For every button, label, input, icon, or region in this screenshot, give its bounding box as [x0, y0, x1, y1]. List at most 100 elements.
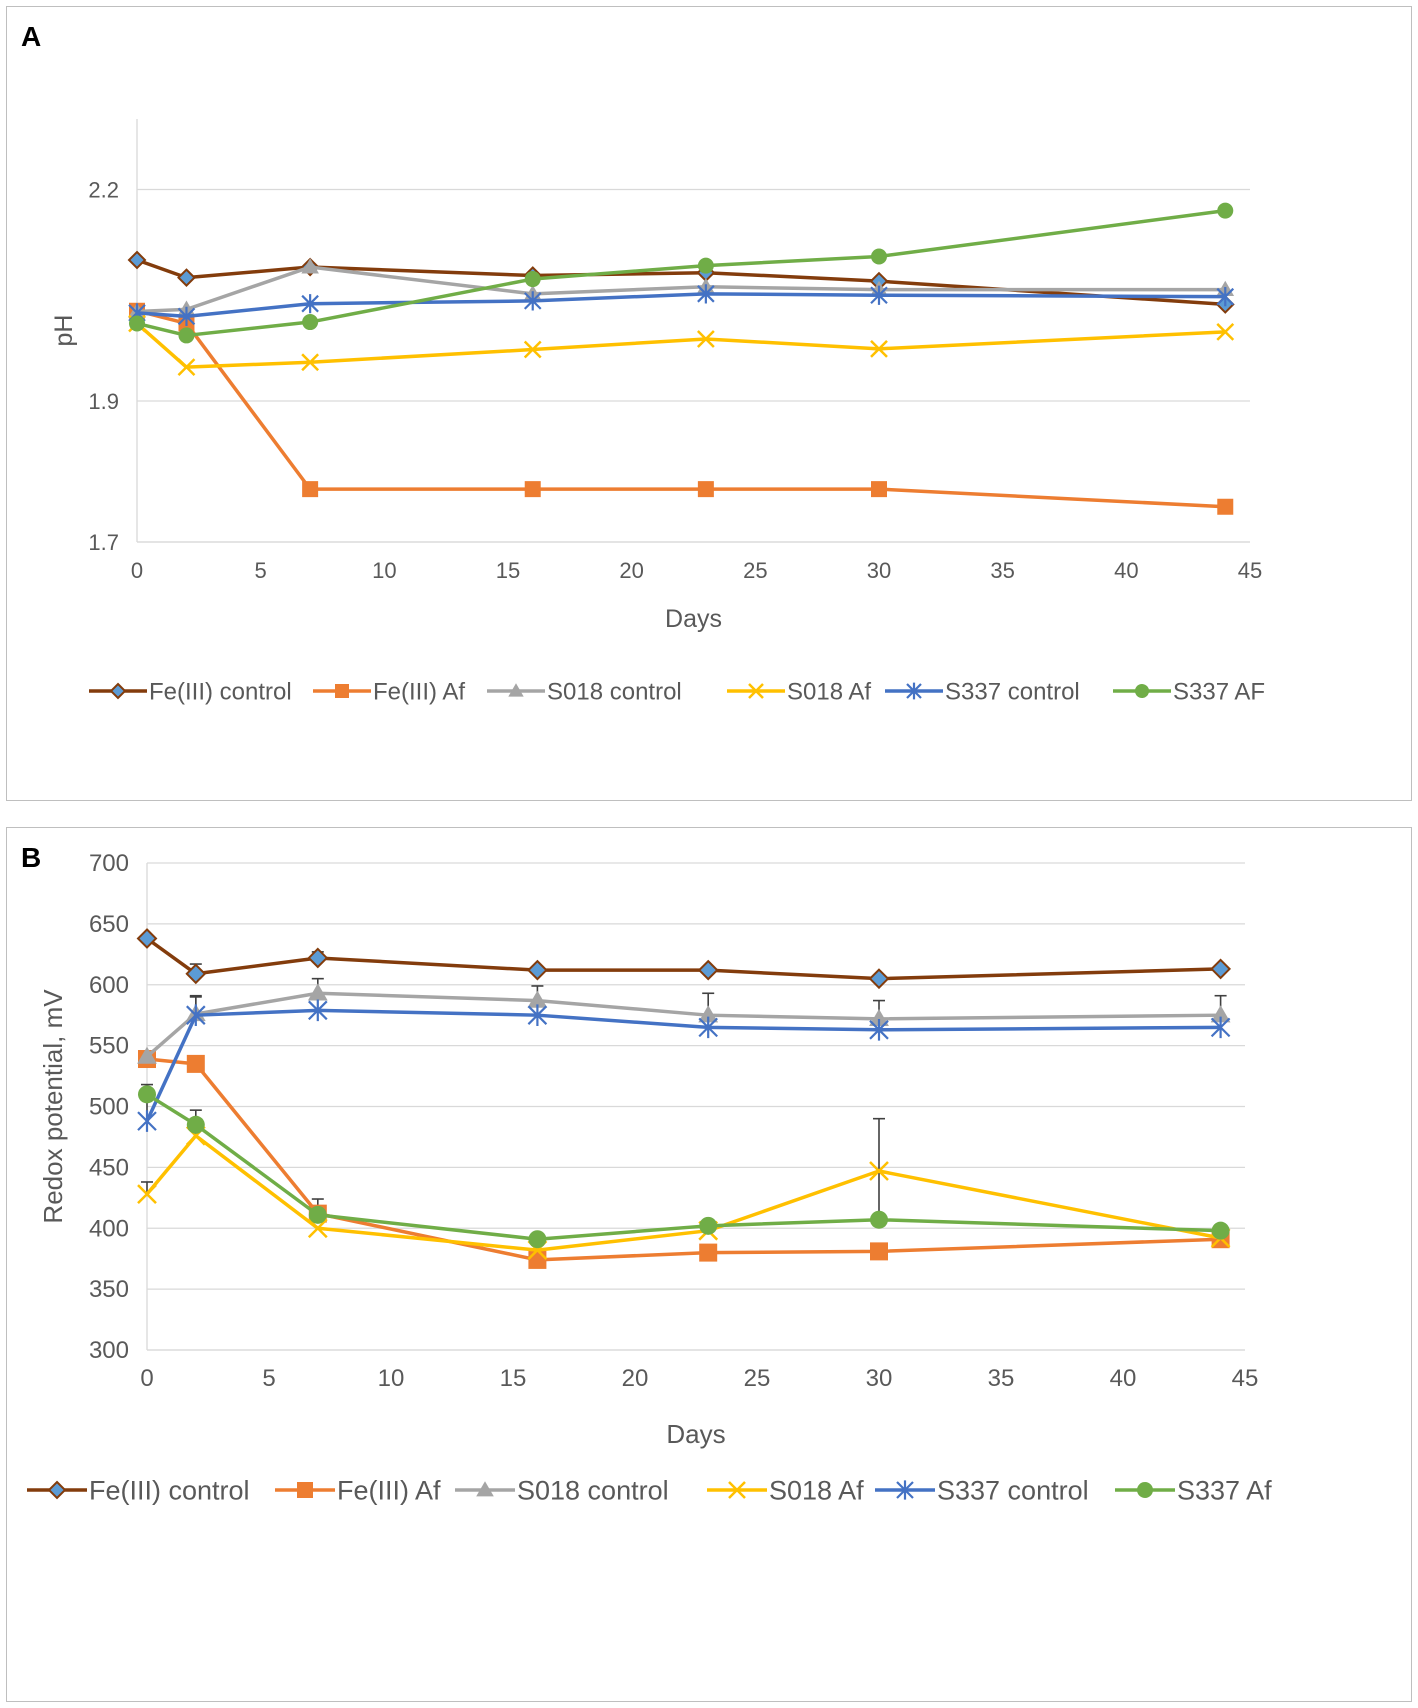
a-point-s337-control: [177, 306, 196, 326]
b-point-fe-iii-af: [528, 1250, 547, 1269]
redox-chart: 300 350 400 450 500 550 600 650 700 0 5 10 15 20 25 30 3…: [27, 850, 1272, 1505]
a-legend-marker-shape: [335, 684, 349, 698]
a-legend-entry-s018-control: S018 control: [487, 678, 682, 705]
a-legend-entry-fe-iii-af: Fe(III) Af: [313, 678, 465, 705]
b-legend-label: Fe(III) control: [89, 1475, 250, 1505]
b-legend-label: S018 Af: [769, 1475, 864, 1505]
b-xtick-label: 10: [378, 1365, 405, 1392]
b-ytick-label: 600: [89, 972, 129, 999]
a-point-fe-iii-control-shape: [177, 268, 196, 288]
a-point-s337-control-shape: [177, 306, 196, 326]
a-point-s337-control-shape: [523, 291, 542, 311]
a-series-line-s337-control: [136, 292, 1226, 319]
b-legend-label: Fe(III) Af: [337, 1475, 441, 1505]
b-point-s337-control-shape: [527, 1004, 548, 1026]
b-point-s337-af: [186, 1115, 205, 1134]
b-xtick-label: 45: [1232, 1365, 1259, 1392]
b-point-s337-control-shape: [186, 1004, 206, 1026]
b-point-fe-iii-control-shape: [697, 959, 719, 981]
a-point-s337-af: [129, 315, 145, 332]
a-point-s337-control-shape: [1216, 287, 1235, 307]
b-y-axis-title: Redox potential, mV: [38, 989, 68, 1224]
b-point-fe-iii-af-shape: [528, 1250, 547, 1269]
b-point-s337-control-shape: [1210, 1016, 1231, 1039]
b-xtick-label: 40: [1110, 1365, 1137, 1392]
panel-a: A 1.7 1.9 2.2 0 5 10 15 20 25 30 35 40 45 Days pH Fe(II…: [6, 6, 1412, 801]
b-point-s018-control-shape: [137, 1046, 157, 1064]
b-point-s018-control-shape: [307, 983, 328, 1001]
b-point-s337-control: [698, 1016, 718, 1039]
b-legend-marker: [1137, 1482, 1153, 1498]
a-point-s018-control-shape: [301, 258, 319, 274]
b-legend-marker: [896, 1480, 914, 1500]
a-point-s337-af: [524, 271, 541, 288]
b-point-s018-control: [137, 1046, 157, 1064]
a-legend-marker-shape: [906, 682, 922, 700]
b-point-s337-af-shape: [528, 1230, 547, 1249]
b-point-s018-control: [698, 1005, 719, 1023]
a-point-fe-iii-control: [177, 268, 196, 288]
a-xtick-label: 5: [255, 558, 267, 583]
b-legend-marker: [297, 1482, 313, 1498]
b-point-fe-iii-control: [868, 968, 890, 990]
b-xtick-label: 5: [262, 1365, 275, 1392]
b-legend-marker: [728, 1481, 746, 1499]
a-y-axis-title: pH: [50, 315, 78, 347]
b-point-fe-iii-control-shape: [307, 947, 329, 969]
a-xtick-label: 20: [619, 558, 643, 583]
a-legend-label: S018 Af: [787, 678, 871, 705]
a-point-fe-iii-af: [1217, 498, 1234, 515]
a-point-s018-af-shape: [1216, 323, 1235, 341]
b-point-s018-control: [527, 990, 548, 1008]
b-point-fe-iii-af-shape: [699, 1243, 718, 1262]
a-point-s337-control: [697, 284, 715, 304]
a-legend-label: Fe(III) control: [149, 678, 292, 705]
a-point-s018-control: [301, 258, 319, 274]
b-point-s337-control: [137, 1110, 157, 1132]
a-legend-marker: [748, 683, 764, 699]
b-point-s337-control-shape: [869, 1018, 889, 1041]
b-point-s337-af-shape: [699, 1216, 718, 1235]
b-point-s018-af-shape: [137, 1184, 157, 1205]
a-point-s337-control: [523, 291, 542, 311]
b-legend-label: S337 Af: [1177, 1475, 1272, 1505]
a-xtick-label: 0: [131, 558, 143, 583]
a-point-s018-af: [523, 340, 542, 359]
b-point-s337-af: [308, 1205, 327, 1224]
a-point-s337-af: [697, 257, 714, 274]
b-point-fe-iii-control-shape: [868, 968, 890, 990]
b-point-s337-af-shape: [1211, 1221, 1230, 1240]
b-legend-marker-shape: [896, 1480, 914, 1500]
b-point-s018-control-shape: [869, 1008, 889, 1027]
a-point-s337-control-shape: [697, 284, 715, 304]
a-legend-label: S337 control: [945, 678, 1080, 705]
panel-b: B 300 350 400 450 500 550 600 650 700 0 5 10 15 20 25 3…: [6, 827, 1412, 1702]
b-legend-entry-s337-control: S337 control: [875, 1475, 1089, 1505]
a-legend-label: S018 control: [547, 678, 682, 705]
a-legend-marker: [109, 682, 127, 700]
b-point-fe-iii-control: [526, 959, 548, 981]
a-x-axis-title: Days: [665, 605, 722, 633]
a-point-s018-af: [301, 353, 320, 372]
a-xtick-label: 25: [743, 558, 767, 583]
b-point-s018-control-shape: [1210, 1005, 1231, 1023]
a-legend-marker-shape: [109, 682, 127, 700]
b-point-s337-control: [1210, 1016, 1231, 1039]
b-x-axis-title: Days: [666, 1419, 725, 1449]
b-point-s018-af-shape: [869, 1161, 889, 1181]
a-legend-label: S337 AF: [1173, 678, 1265, 705]
a-point-s337-af-shape: [129, 315, 145, 332]
b-series-line-s018-af: [145, 1133, 1221, 1252]
b-ytick-label: 400: [89, 1215, 129, 1242]
a-xtick-label: 35: [990, 558, 1014, 583]
b-point-s018-control-shape: [527, 990, 548, 1008]
a-point-s018-af-shape: [177, 358, 196, 377]
a-point-fe-iii-af: [524, 481, 541, 498]
b-point-fe-iii-control: [136, 928, 158, 949]
a-point-fe-iii-af-shape: [1217, 498, 1234, 515]
b-legend-label: S018 control: [517, 1475, 669, 1505]
b-point-s018-control-shape: [698, 1005, 719, 1023]
b-xtick-label: 30: [866, 1365, 893, 1392]
a-point-fe-iii-af-shape: [871, 481, 887, 498]
a-point-s337-af-shape: [178, 327, 195, 344]
